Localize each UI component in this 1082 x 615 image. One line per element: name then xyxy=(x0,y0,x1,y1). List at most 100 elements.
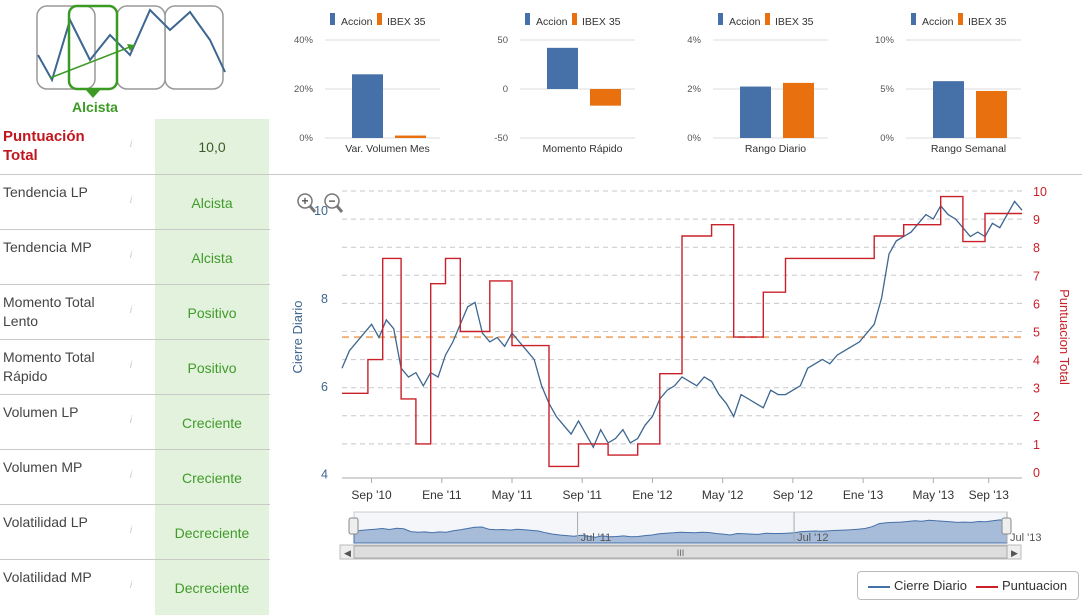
legend-accion-label: Accion xyxy=(922,16,954,28)
indicator-label: Momento Total Rápido xyxy=(3,349,95,384)
bar-chart-2: Accion IBEX 35 -50 0 50 Momento Rápido xyxy=(494,13,635,155)
bar-ytick: 20% xyxy=(294,84,314,95)
scroll-right-icon[interactable]: ▶ xyxy=(1011,548,1018,558)
right-ytick: 9 xyxy=(1033,213,1040,227)
bar-ibex[interactable] xyxy=(590,89,621,106)
legend-cierre[interactable]: Cierre Diario xyxy=(868,578,967,593)
indicator-label: Tendencia LP xyxy=(3,184,88,200)
navigator-scrollbar[interactable]: III ◀ ▶ xyxy=(339,544,1022,560)
bar-accion[interactable] xyxy=(547,47,578,89)
indicator-row: Volumen MP i Creciente xyxy=(0,449,270,505)
bar-ytick: 10% xyxy=(875,35,895,46)
right-ytick: 2 xyxy=(1033,410,1040,424)
indicator-label: Tendencia MP xyxy=(3,239,92,255)
legend-ibex-label: IBEX 35 xyxy=(582,16,621,28)
info-icon[interactable]: i xyxy=(129,250,133,261)
x-tick-label: May '13 xyxy=(912,488,954,502)
legend-ibex-swatch xyxy=(958,13,963,25)
indicator-value: Creciente xyxy=(155,450,269,505)
main-line-chart: + − 0 1 2 3 4 5 6 7 8 9 10 4 6 8 10 Cierre Diario Puntuaci… xyxy=(290,185,1072,560)
bar-accion[interactable] xyxy=(352,74,383,138)
x-tick-label: May '12 xyxy=(702,488,744,502)
info-icon[interactable]: i xyxy=(129,580,133,591)
legend-cierre-swatch xyxy=(868,585,890,588)
x-tick-label: Sep '10 xyxy=(351,488,392,502)
indicator-row: Momento Total Lento i Positivo xyxy=(0,284,270,340)
info-icon[interactable]: i xyxy=(129,360,133,371)
indicator-value: Positivo xyxy=(155,340,269,395)
bar-charts: Accion IBEX 350%20%40%Var. Volumen MesAcc… xyxy=(294,13,1021,155)
bar-ibex[interactable] xyxy=(783,82,814,138)
legend-puntuacion[interactable]: Puntuacion xyxy=(976,578,1067,593)
info-icon[interactable]: i xyxy=(129,525,133,536)
indicator-label: Volatilidad MP xyxy=(3,569,92,585)
info-icon[interactable]: i xyxy=(129,305,133,316)
bar-chart-4: Accion IBEX 35 0% 5% 10% Rango Semanal xyxy=(875,13,1021,155)
zoom-in-icon[interactable]: + xyxy=(297,193,317,213)
bar-ibex[interactable] xyxy=(395,135,426,138)
indicator-row: Volatilidad LP i Decreciente xyxy=(0,504,270,560)
navigator-left-handle[interactable] xyxy=(348,517,359,535)
x-tick-label: May '11 xyxy=(492,488,533,502)
right-ytick: 5 xyxy=(1033,326,1040,340)
navigator-label: Jul '13 xyxy=(1010,532,1041,544)
legend-ibex-swatch xyxy=(377,13,382,25)
left-ytick: 8 xyxy=(321,292,328,306)
legend-ibex-label: IBEX 35 xyxy=(775,16,814,28)
bar-accion[interactable] xyxy=(740,86,771,138)
bar-ytick: 0% xyxy=(299,133,313,144)
right-ytick: 10 xyxy=(1033,185,1047,199)
series-puntuacion-line[interactable] xyxy=(342,195,1022,468)
zoom-out-icon[interactable]: − xyxy=(324,193,344,213)
info-icon[interactable]: i xyxy=(129,470,133,481)
left-ytick: 4 xyxy=(321,468,328,482)
thumb-line xyxy=(37,8,226,83)
indicator-row: Momento Total Rápido i Positivo xyxy=(0,339,270,395)
bar-legend: Accion IBEX 35 xyxy=(718,13,814,28)
legend-ibex-swatch xyxy=(572,13,577,25)
navigator-label: Jul '11 xyxy=(581,532,612,544)
right-ytick: 0 xyxy=(1033,466,1040,480)
series-cierre-line[interactable] xyxy=(341,200,1023,449)
svg-text:−: − xyxy=(328,194,335,208)
thumb-frame-1 xyxy=(36,5,96,90)
indicator-row: Tendencia MP i Alcista xyxy=(0,229,270,285)
legend-ibex-swatch xyxy=(765,13,770,25)
right-ytick: 6 xyxy=(1033,297,1040,311)
bar-ytick: 2% xyxy=(687,84,701,95)
bar-chart-title: Rango Semanal xyxy=(931,143,1006,155)
trend-thumbnail xyxy=(36,4,226,98)
scrollbar-thumb[interactable] xyxy=(353,545,1008,559)
legend-accion-swatch xyxy=(330,13,335,25)
x-tick-label: Ene '12 xyxy=(632,488,673,502)
bar-ytick: 50 xyxy=(497,35,508,46)
x-tick-label: Ene '13 xyxy=(843,488,884,502)
info-icon[interactable]: i xyxy=(129,415,133,426)
legend-accion-label: Accion xyxy=(341,16,373,28)
legend-cierre-label: Cierre Diario xyxy=(894,578,967,593)
info-icon[interactable]: i xyxy=(129,195,133,206)
indicator-row: Volatilidad MP i Decreciente xyxy=(0,559,270,615)
indicator-row: Tendencia LP i Alcista xyxy=(0,174,270,230)
indicator-label: Momento Total Lento xyxy=(3,294,95,329)
bar-ytick: 4% xyxy=(687,35,701,46)
bar-ibex[interactable] xyxy=(976,90,1007,138)
indicator-value: Decreciente xyxy=(155,505,269,560)
legend-accion-swatch xyxy=(718,13,723,25)
indicator-row: Volumen LP i Creciente xyxy=(0,394,270,450)
bar-ytick: 40% xyxy=(294,35,314,46)
x-tick-label: Sep '12 xyxy=(773,488,814,502)
indicator-value: Decreciente xyxy=(155,560,269,615)
legend-ibex-label: IBEX 35 xyxy=(387,16,426,28)
bar-chart-title: Rango Diario xyxy=(745,143,806,155)
indicator-value: Positivo xyxy=(155,285,269,340)
bar-accion[interactable] xyxy=(933,81,964,138)
trend-arrow xyxy=(49,44,136,79)
legend-puntuacion-swatch xyxy=(976,585,998,588)
navigator-right-handle[interactable] xyxy=(1001,517,1012,535)
info-icon[interactable]: i xyxy=(129,139,133,150)
bar-chart-title: Var. Volumen Mes xyxy=(345,143,429,155)
scroll-left-icon[interactable]: ◀ xyxy=(344,548,351,558)
svg-text:III: III xyxy=(677,548,685,558)
bar-chart-3: Accion IBEX 35 0% 2% 4% Rango Diario xyxy=(687,13,828,155)
